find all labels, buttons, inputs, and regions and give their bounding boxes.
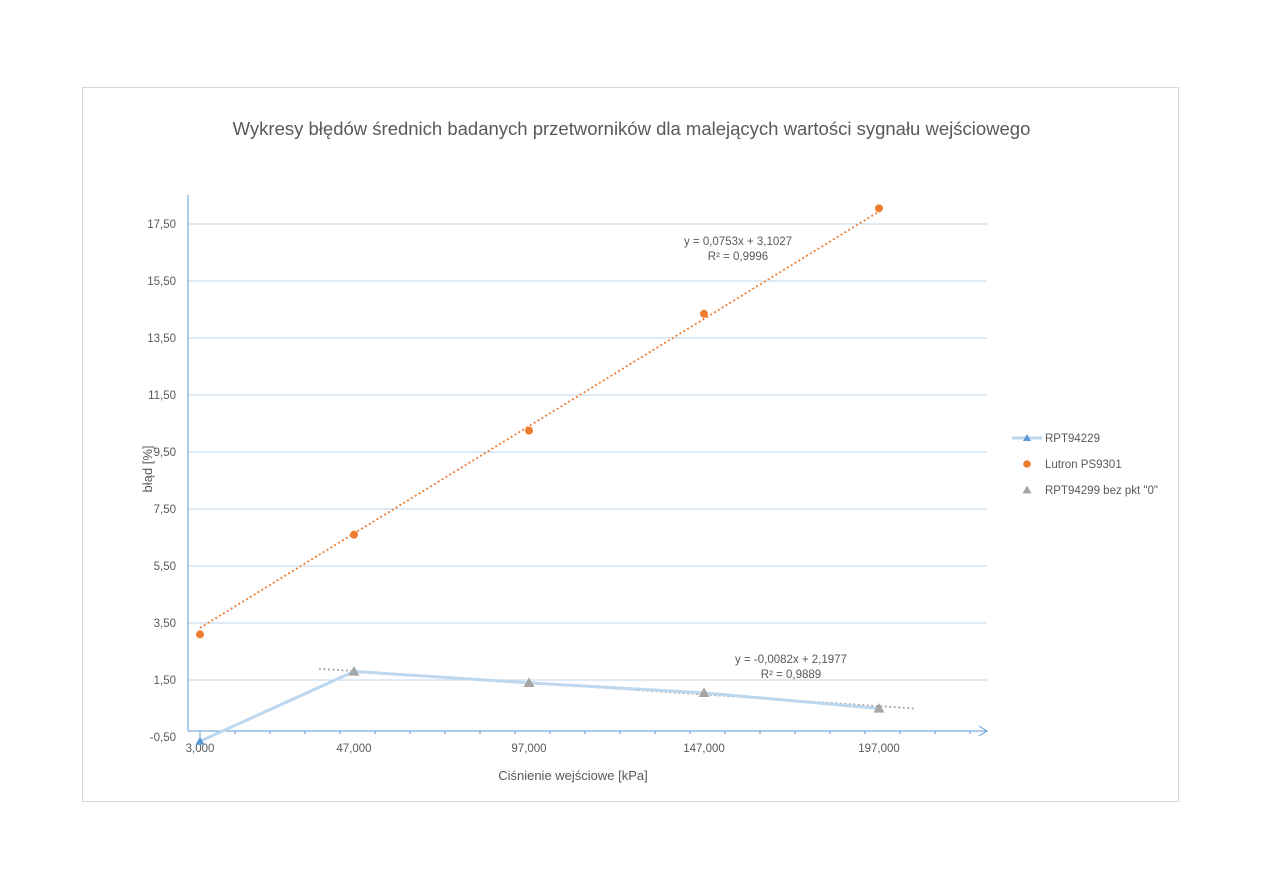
legend-item: RPT94299 bez pkt "0"	[1022, 485, 1158, 497]
legend-label: RPT94229	[1045, 433, 1100, 445]
series	[196, 204, 883, 639]
trendline	[199, 210, 880, 629]
trendline-equation: y = -0,0082x + 2,1977	[735, 654, 847, 666]
legend-item: RPT94229	[1012, 433, 1100, 445]
x-tick-label: 147,000	[683, 743, 725, 755]
y-tick-label: -0,50	[150, 732, 176, 744]
legend-label: RPT94299 bez pkt "0"	[1045, 485, 1158, 497]
x-tick-label: 3,000	[186, 743, 215, 755]
series-group	[195, 204, 885, 745]
legend-circle	[1023, 460, 1031, 468]
circle-marker	[350, 530, 358, 539]
grid-lines	[188, 223, 987, 681]
circle-marker	[700, 309, 708, 318]
y-tick-label: 15,50	[147, 276, 176, 288]
y-tick-label: 3,50	[154, 618, 176, 630]
y-tick-label: 11,50	[148, 390, 176, 402]
y-tick-label: 13,50	[147, 333, 176, 345]
trendline-r2: R² = 0,9996	[708, 251, 768, 263]
trendline-equations: y = 0,0753x + 3,1027 R² = 0,9996 y = -0,00…	[684, 236, 847, 681]
y-axis-title: błąd [%]	[140, 446, 155, 493]
x-tick-label: 197,000	[858, 743, 900, 755]
circle-marker	[196, 630, 204, 639]
trendline-equation: y = 0,0753x + 3,1027	[684, 236, 792, 248]
y-tick-labels: -0,50 1,50 3,50 5,50 7,50 9,50 11,50 13,50 15,50…	[147, 219, 176, 744]
y-tick-label: 7,50	[154, 504, 176, 516]
legend: RPT94229 Lutron PS9301 RPT94299 bez pkt "0…	[1012, 433, 1158, 497]
x-axis-arrow	[978, 725, 988, 737]
triangle-marker	[195, 736, 205, 745]
triangle-marker	[1022, 485, 1032, 494]
trendline-r2: R² = 0,9889	[761, 669, 821, 681]
trendlines	[199, 210, 915, 710]
triangle-marker	[1023, 434, 1031, 441]
y-tick-label: 9,50	[154, 447, 176, 459]
triangle-marker	[523, 677, 535, 687]
legend-label: Lutron PS9301	[1045, 459, 1122, 471]
x-tick-label: 97,000	[511, 743, 546, 755]
triangle-marker	[698, 687, 710, 697]
circle-marker	[525, 426, 533, 435]
chart-title: Wykresy błędów średnich badanych przetwo…	[232, 118, 1031, 139]
x-axis-title: Ciśnienie wejściowe [kPa]	[498, 768, 648, 783]
y-tick-label: 5,50	[154, 561, 176, 573]
circle-marker	[875, 204, 883, 213]
y-tick-label: 1,50	[154, 675, 176, 687]
y-tick-label: 17,50	[147, 219, 176, 231]
series	[348, 665, 885, 713]
x-tick-label: 47,000	[336, 743, 371, 755]
triangle-marker	[348, 665, 360, 676]
chart-area	[82, 87, 1179, 802]
legend-item: Lutron PS9301	[1023, 459, 1122, 471]
triangle-marker	[873, 703, 885, 713]
x-axis: 3,000 47,000 97,000 147,000 197,000	[186, 195, 988, 755]
